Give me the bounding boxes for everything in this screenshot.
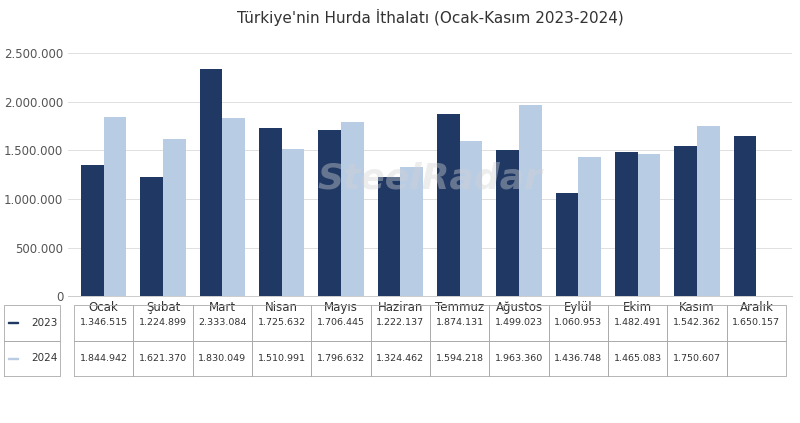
Text: 1.621.370: 1.621.370 xyxy=(139,354,187,363)
Bar xyxy=(222,118,245,296)
Bar xyxy=(674,146,697,296)
Text: 1.499.023: 1.499.023 xyxy=(495,318,543,327)
Text: 1.482.491: 1.482.491 xyxy=(614,318,662,327)
Bar xyxy=(400,168,423,296)
Text: 1.750.607: 1.750.607 xyxy=(673,354,721,363)
Text: 1.796.632: 1.796.632 xyxy=(317,354,365,363)
Text: 2023: 2023 xyxy=(32,318,58,327)
Bar xyxy=(104,117,126,296)
Title: Türkiye'nin Hurda İthalatı (Ocak-Kasım 2023-2024): Türkiye'nin Hurda İthalatı (Ocak-Kasım 2… xyxy=(237,9,623,26)
Bar xyxy=(259,129,282,296)
Text: 1.706.445: 1.706.445 xyxy=(317,318,365,327)
Text: 1.963.360: 1.963.360 xyxy=(495,354,543,363)
Text: 1.324.462: 1.324.462 xyxy=(376,354,424,363)
Bar xyxy=(578,157,601,296)
Text: 2.333.084: 2.333.084 xyxy=(198,318,246,327)
Bar xyxy=(200,69,222,296)
Bar xyxy=(519,105,542,296)
Bar xyxy=(8,322,18,323)
Bar xyxy=(638,154,660,296)
Bar xyxy=(282,149,304,296)
Text: 1.874.131: 1.874.131 xyxy=(436,318,484,327)
Bar xyxy=(318,130,341,296)
Bar xyxy=(734,136,756,296)
Bar xyxy=(697,126,720,296)
Text: 1.542.362: 1.542.362 xyxy=(673,318,721,327)
Bar xyxy=(141,177,163,296)
Bar xyxy=(163,139,186,296)
Bar xyxy=(341,121,363,296)
Bar xyxy=(615,152,638,296)
Text: 1.222.137: 1.222.137 xyxy=(376,318,424,327)
Text: 1.060.953: 1.060.953 xyxy=(554,318,602,327)
Text: 1.650.157: 1.650.157 xyxy=(732,318,780,327)
Text: 1.436.748: 1.436.748 xyxy=(554,354,602,363)
Bar xyxy=(8,358,18,359)
Text: 1.725.632: 1.725.632 xyxy=(258,318,306,327)
Text: 1.510.991: 1.510.991 xyxy=(258,354,306,363)
Bar xyxy=(497,151,519,296)
Text: 1.594.218: 1.594.218 xyxy=(436,354,484,363)
Text: 1.346.515: 1.346.515 xyxy=(79,318,128,327)
Text: 1.844.942: 1.844.942 xyxy=(80,354,128,363)
Text: 1.465.083: 1.465.083 xyxy=(614,354,662,363)
Text: 1.830.049: 1.830.049 xyxy=(198,354,246,363)
Bar xyxy=(460,141,482,296)
Bar xyxy=(81,165,104,296)
Bar xyxy=(378,177,400,296)
Bar xyxy=(437,114,460,296)
Text: SteelRadar: SteelRadar xyxy=(318,161,542,195)
Text: 1.224.899: 1.224.899 xyxy=(139,318,187,327)
Text: 2024: 2024 xyxy=(32,354,58,363)
Bar xyxy=(556,193,578,296)
